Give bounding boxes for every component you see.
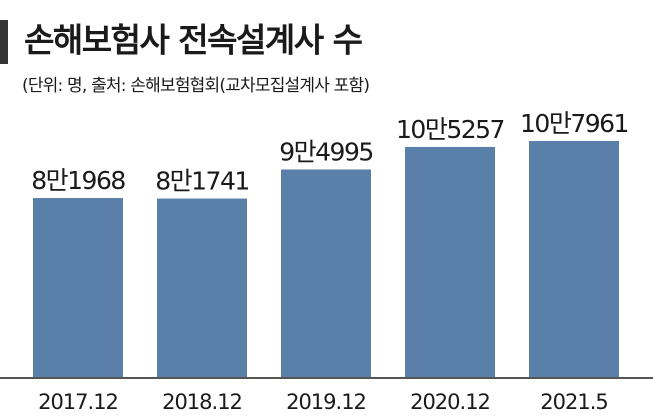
- bar: [157, 198, 247, 378]
- bar: [33, 198, 123, 378]
- chart-title: 손해보험사 전속설계사 수: [24, 21, 363, 60]
- value-label: 9만4995: [279, 137, 373, 166]
- x-tick-label: 2019.12: [286, 390, 366, 414]
- title-accent: [0, 20, 8, 64]
- chart-subtitle: (단위: 명, 출처: 손해보험협회(교차모집설계사 포함): [22, 76, 369, 96]
- value-label: 8만1741: [155, 167, 249, 196]
- bar: [529, 141, 619, 378]
- value-label: 8만1968: [31, 166, 125, 195]
- x-tick-label: 2017.12: [38, 390, 118, 414]
- bar: [405, 146, 495, 378]
- x-tick-label: 2021.5: [540, 390, 607, 414]
- value-label: 10만5257: [396, 115, 504, 144]
- value-label: 10만7961: [520, 109, 628, 138]
- x-tick-label: 2018.12: [162, 390, 242, 414]
- x-tick-label: 2020.12: [410, 390, 490, 414]
- bar: [281, 169, 371, 378]
